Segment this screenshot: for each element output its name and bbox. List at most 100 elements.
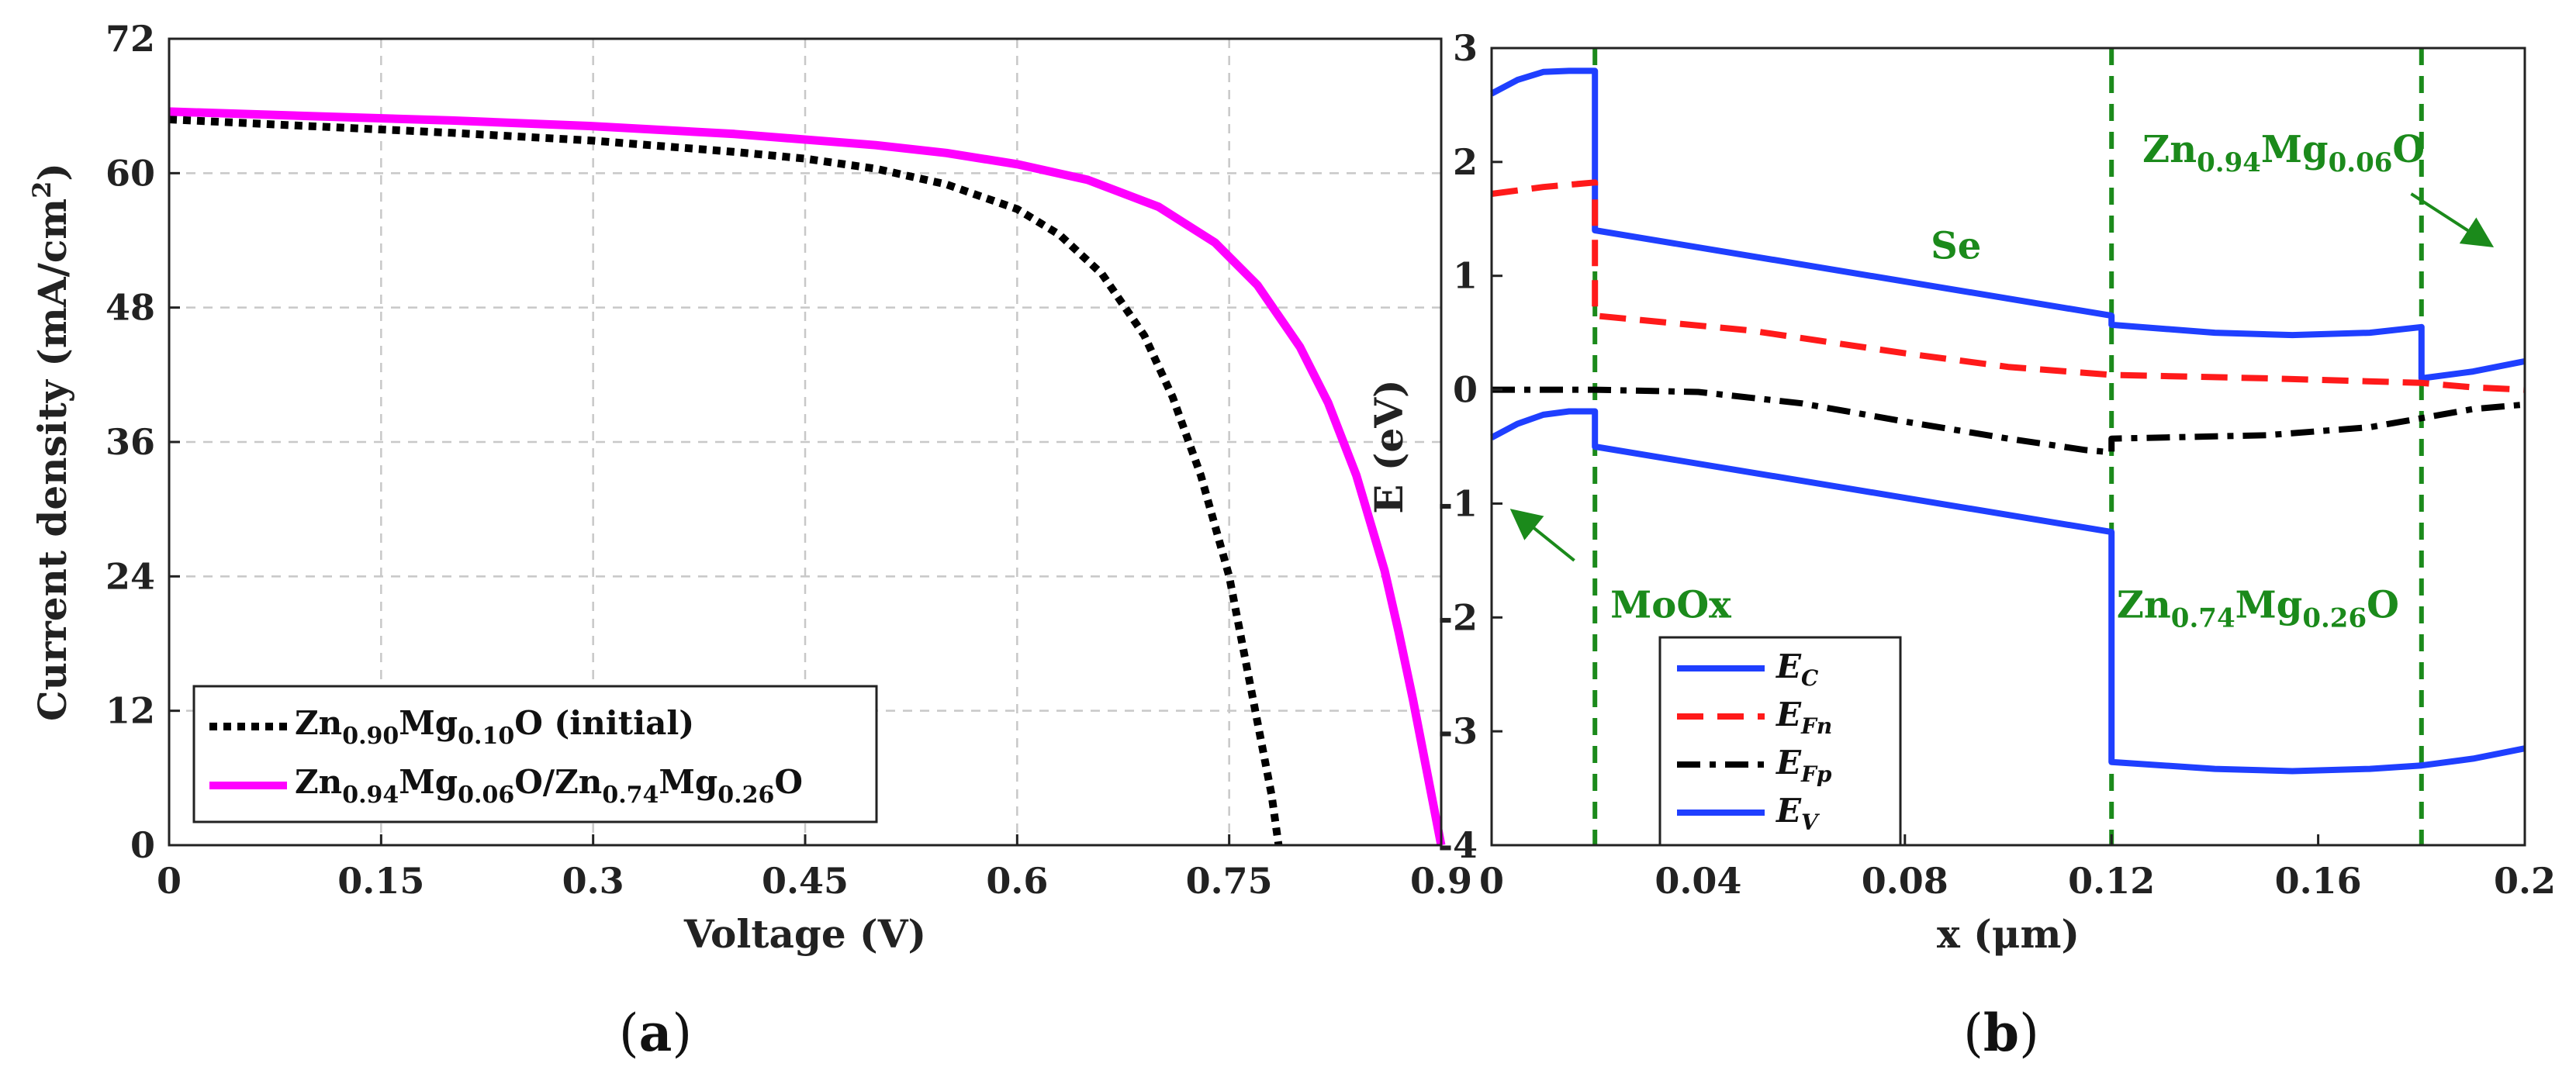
panel-b-annotation-top-zno-part: 0.06: [2329, 147, 2393, 178]
panel-b-annotation-bottom-zno: Zn0.74Mg0.26O: [2117, 583, 2399, 633]
panel-a-y-axis-label-end: ): [29, 163, 75, 181]
panel-b-y-tick-label: -2: [1438, 596, 1478, 638]
panel-b-legend-label-sub: V: [1801, 810, 1820, 835]
panel-b-curves: [1490, 67, 2526, 775]
panel-a-legend-label-part: Mg: [399, 763, 458, 801]
panel-a-legend-label-part: 0.06: [458, 782, 514, 809]
panel-a-y-tick-label: 72: [105, 18, 155, 60]
panel-a-x-tick-label: 0: [157, 860, 182, 902]
panel-b-caption-open: (: [1963, 1003, 1983, 1063]
panel-a-y-tick-label: 0: [130, 824, 155, 866]
panel-b-legend-label: EFn: [1776, 696, 1832, 739]
panel-b-legend-label: EFp: [1776, 744, 1832, 787]
panel-a-caption-close: ): [672, 1003, 692, 1063]
panel-a-legend-label-part: 0.26: [717, 782, 774, 809]
panel-a-legend-label-part: 0.94: [342, 782, 399, 809]
panel-b-x-axis-label: x (μm): [1937, 911, 2080, 957]
panel-b-series-c-line: [1490, 67, 2526, 381]
panel-b-series-fp-line: [1492, 386, 2526, 456]
panel-b-arrow-moox: [1509, 509, 1575, 562]
panel-a-caption: (a): [619, 1003, 692, 1063]
panel-b-annotation-bottom-zno-part: O: [2367, 583, 2399, 627]
panel-b-x-tick-label: 0.12: [2068, 860, 2155, 902]
panel-a-series-initial-line: [168, 116, 1283, 846]
panel-a-caption-letter: a: [639, 1003, 673, 1063]
panel-b-plot-frame: [1490, 47, 2526, 847]
panel-b-y-tick-label: -4: [1438, 824, 1478, 866]
panel-b-legend-label-sub: Fn: [1800, 713, 1832, 739]
panel-a-x-tick-label: 0.3: [562, 860, 624, 902]
panel-a-legend-label-part: O (initial): [514, 704, 694, 742]
panel-b-annotation-moox-part: MoOx: [1610, 583, 1731, 627]
panel-b-caption-close: ): [2019, 1003, 2039, 1063]
panel-b-legend-label: EV: [1776, 792, 1820, 835]
panel-a-y-tick-label: 48: [105, 287, 155, 329]
panel-a-legend-label-part: 0.10: [458, 723, 514, 750]
panel-b-x-tick-label: 0: [1479, 860, 1504, 902]
panel-a-legend-label-part: O: [774, 763, 803, 801]
panel-b-y-tick-label: 1: [1453, 255, 1478, 297]
panel-b-caption: (b): [1963, 1003, 2039, 1063]
panel-a-x-tick-label: 0.45: [762, 860, 849, 902]
panel-a-legend-label-part: 0.90: [342, 723, 399, 750]
panel-b-legend-label-main: E: [1776, 744, 1802, 782]
panel-a-legend-label: Zn0.90Mg0.10O (initial): [295, 704, 694, 750]
panel-b-annotation-bottom-zno-part: 0.26: [2302, 602, 2367, 633]
panel-b-y-tick-label: 2: [1453, 141, 1478, 183]
panel-b-legend-label-sub: C: [1801, 665, 1819, 691]
panel-b-legend-label-main: E: [1776, 696, 1802, 734]
panel-a-curves: [168, 107, 1446, 847]
panel-b-caption-letter: b: [1983, 1003, 2019, 1063]
panel-a-x-tick-label: 0.6: [986, 860, 1048, 902]
panel-b-annotation-top-zno-part: Mg: [2261, 128, 2329, 171]
panel-b-legend-label-main: E: [1776, 647, 1802, 685]
panel-b-annotation-se-part: Se: [1931, 225, 1981, 268]
panel-a-x-tick-label: 0.9: [1410, 860, 1472, 902]
panel-b-annotation-se: Se: [1931, 225, 1981, 268]
panel-b-y-tick-label: 3: [1453, 27, 1478, 69]
panel-b-x-tick-label: 0.08: [1862, 860, 1948, 902]
panel-a-y-axis-label-main: Current density (mA/cm: [29, 199, 75, 721]
panel-a-x-tick-label: 0.75: [1186, 860, 1273, 902]
panel-a-legend-label-part: Mg: [659, 763, 717, 801]
panel-b-x-tick-label: 0.16: [2275, 860, 2362, 902]
panel-a-legend-label-part: Zn: [295, 763, 342, 801]
panel-b-ticks: 0 0.04 0.08 0.12 0.16 0.2 -4 -3 -2 -1 0 1 2 3: [1438, 27, 2556, 902]
panel-b-annotation-top-zno-part: O: [2392, 128, 2425, 171]
panel-a-x-axis-label: Voltage (V): [683, 911, 926, 957]
panel-a-y-tick-label: 24: [105, 555, 155, 597]
panel-a-legend-label-part: O/Zn: [514, 763, 602, 801]
panel-a-y-tick-label: 60: [105, 152, 155, 194]
panel-b-annotation-bottom-zno-part: Mg: [2235, 583, 2303, 627]
panel-a-legend-label-part: Mg: [399, 704, 458, 742]
panel-a-series-bilayer-line: [168, 107, 1446, 847]
panel-b-annotation-top-zno-part: Zn: [2142, 128, 2197, 171]
panel-b-annotation-bottom-zno-part: Zn: [2117, 583, 2171, 627]
panel-b-y-axis-label: E (eV): [1366, 379, 1412, 513]
panel-a-legend-label-part: Zn: [295, 704, 342, 742]
panel-a-legend-box: [192, 685, 878, 823]
panel-b-series-v-line: [1490, 408, 2526, 775]
panel-b-legend-label-main: E: [1776, 792, 1802, 830]
panel-a-caption-open: (: [619, 1003, 639, 1063]
panel-b-series-fn-line: [1491, 179, 2526, 393]
panel-a-y-tick-label: 36: [105, 421, 155, 463]
panel-a-x-tick-label: 0.15: [337, 860, 424, 902]
panel-b-annotation-top-zno-part: 0.94: [2197, 147, 2261, 178]
panel-b-x-tick-label: 0.2: [2494, 860, 2556, 902]
panel-a-y-tick-label: 12: [105, 690, 155, 732]
panel-b-annotation-top-zno: Zn0.94Mg0.06O: [2142, 128, 2425, 178]
panel-b-annotation-moox: MoOx: [1610, 583, 1731, 627]
panel-b-y-tick-label: -1: [1438, 482, 1478, 524]
panel-b-y-tick-label: 0: [1453, 369, 1478, 411]
panel-a-legend-label-part: 0.74: [602, 782, 659, 809]
panel-b-legend-label-sub: Fp: [1800, 761, 1832, 787]
panel-a-y-axis-label-sup: 2: [27, 181, 57, 199]
panel-b-y-tick-label: -3: [1438, 710, 1478, 752]
